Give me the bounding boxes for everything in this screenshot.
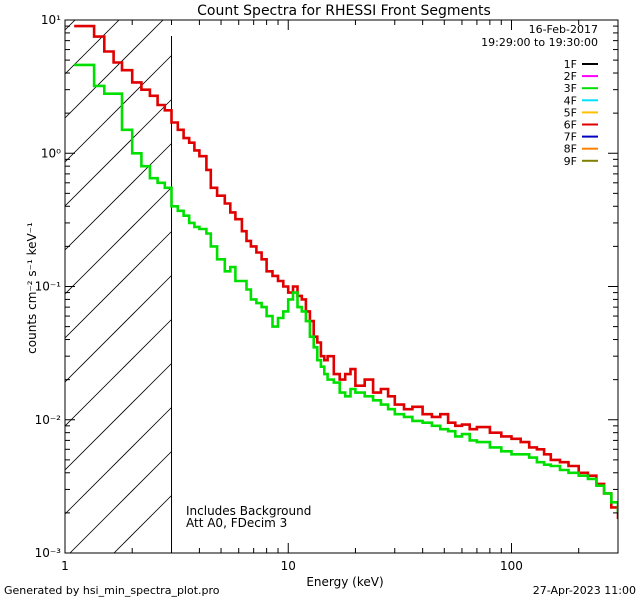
legend-item-2F: 2F	[564, 70, 598, 83]
hatch-line	[65, 319, 172, 427]
hatch-line	[69, 451, 172, 553]
annotation-background: Includes Background	[186, 504, 311, 518]
legend-item-8F: 8F	[564, 143, 598, 156]
y-axis: 10⁻³ 10⁻² 10⁻¹ 10⁰ 10¹	[35, 13, 618, 560]
legend-label: 8F	[564, 143, 577, 156]
series-line-6F	[74, 24, 618, 519]
legend-label: 1F	[564, 58, 577, 71]
legend-item-4F: 4F	[564, 94, 598, 107]
hatch-line	[65, 363, 172, 471]
hatch-line	[65, 187, 172, 295]
y-tick-label: 10¹	[41, 13, 61, 27]
legend-item-3F: 3F	[564, 82, 598, 95]
legend-item-1F: 1F	[564, 58, 598, 71]
hatch-line	[65, 275, 172, 383]
observation-time-range: 19:29:00 to 19:30:00	[481, 36, 598, 49]
legend-label: 5F	[564, 106, 577, 119]
hatch-line	[65, 55, 172, 163]
legend-label: 6F	[564, 119, 577, 132]
legend-item-5F: 5F	[564, 106, 598, 119]
y-axis-label: counts cm⁻² s⁻¹ keV⁻¹	[25, 222, 39, 354]
annotation-attenuator: Att A0, FDecim 3	[186, 516, 287, 530]
y-tick-label: 10⁻³	[35, 546, 62, 560]
hatch-line	[65, 407, 172, 515]
x-tick-label: 100	[500, 559, 523, 573]
x-axis: 1 10 100	[61, 20, 619, 573]
legend-label: 2F	[564, 70, 577, 83]
legend-item-7F: 7F	[564, 131, 598, 144]
x-tick-label: 10	[281, 559, 296, 573]
legend-item-9F: 9F	[564, 155, 598, 168]
hatch-line	[65, 231, 172, 339]
legend-label: 7F	[564, 131, 577, 144]
background-hatch-region	[65, 20, 172, 553]
footer-timestamp: 27-Apr-2023 11:00	[533, 584, 636, 597]
y-tick-label: 10⁻¹	[35, 280, 62, 294]
legend-label: 4F	[564, 94, 577, 107]
legend-label: 3F	[564, 82, 577, 95]
y-tick-label: 10⁻²	[35, 413, 62, 427]
chart-title: Count Spectra for RHESSI Front Segments	[197, 3, 491, 19]
series-line-3F	[74, 63, 618, 513]
observation-date: 16-Feb-2017	[529, 23, 598, 36]
plot-frame	[64, 19, 619, 554]
series-layer	[74, 24, 618, 519]
hatch-line	[65, 20, 164, 119]
legend-item-6F: 6F	[564, 119, 598, 132]
hatch-line	[113, 495, 172, 553]
x-tick-label: 1	[61, 559, 69, 573]
x-axis-label: Energy (keV)	[306, 575, 383, 589]
footer-generator: Generated by hsi_min_spectra_plot.pro	[4, 584, 220, 597]
hatch-line	[65, 99, 172, 207]
legend-label: 9F	[564, 155, 577, 168]
y-tick-label: 10⁰	[41, 146, 61, 160]
hatch-line	[65, 143, 172, 251]
hatch-line	[65, 20, 120, 75]
